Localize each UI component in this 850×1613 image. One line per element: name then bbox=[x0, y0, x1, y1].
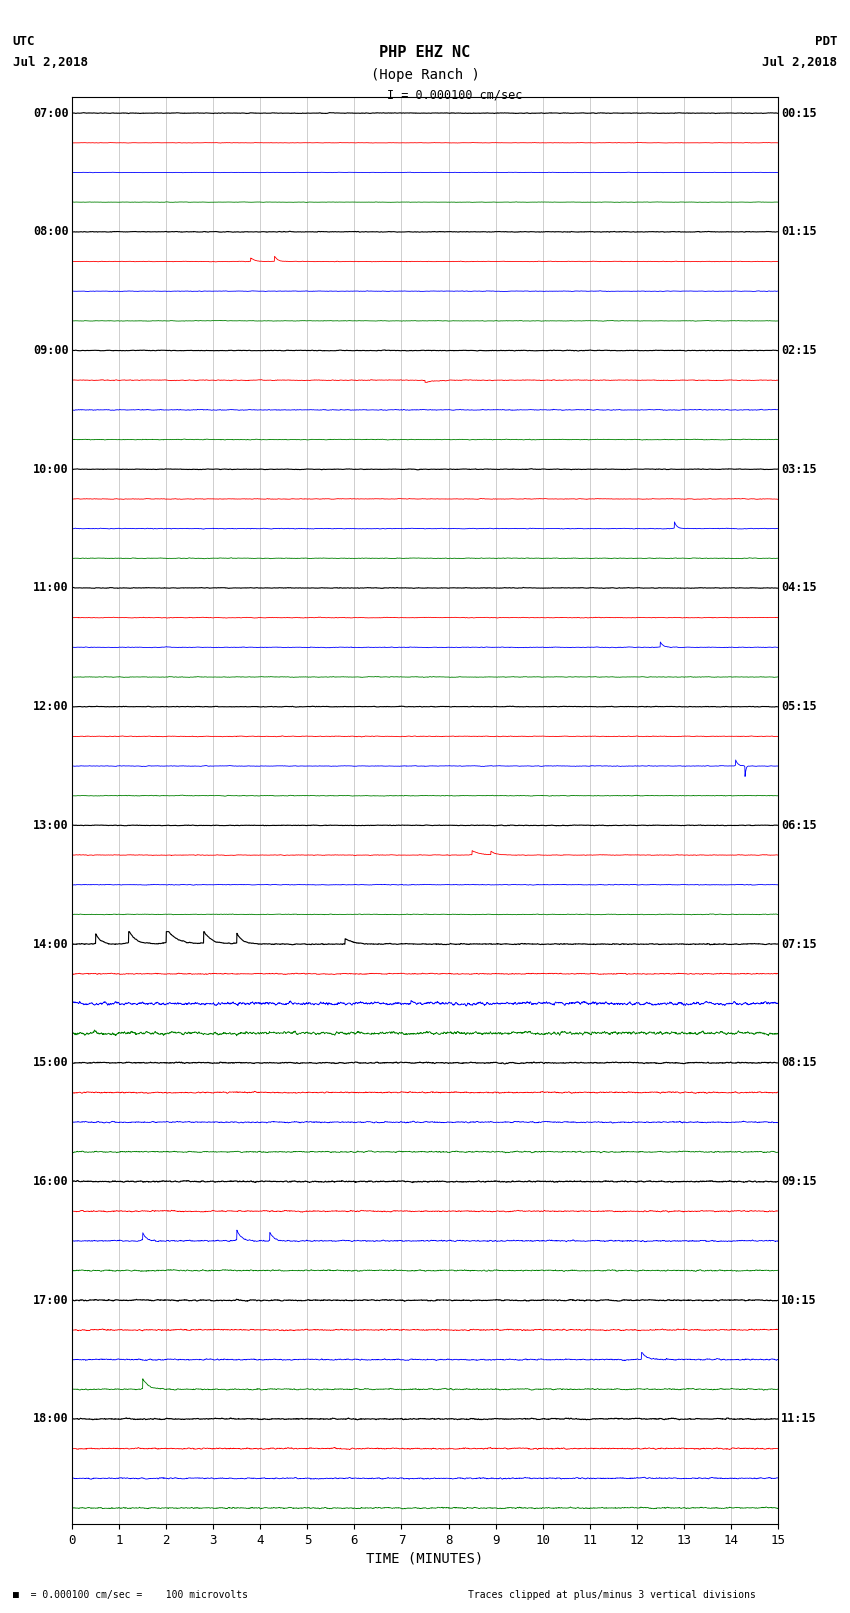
Text: 11:15: 11:15 bbox=[781, 1413, 817, 1426]
Text: 09:00: 09:00 bbox=[33, 344, 69, 356]
Text: 18:00: 18:00 bbox=[33, 1413, 69, 1426]
Text: 01:15: 01:15 bbox=[781, 226, 817, 239]
Text: 07:15: 07:15 bbox=[781, 937, 817, 950]
Text: 06:15: 06:15 bbox=[781, 819, 817, 832]
Text: Jul 2,2018: Jul 2,2018 bbox=[13, 56, 88, 69]
Text: 00:15: 00:15 bbox=[781, 106, 817, 119]
Text: 16:00: 16:00 bbox=[33, 1174, 69, 1189]
Text: 17:00: 17:00 bbox=[33, 1294, 69, 1307]
Text: 09:15: 09:15 bbox=[781, 1174, 817, 1189]
Text: (Hope Ranch ): (Hope Ranch ) bbox=[371, 68, 479, 82]
Text: I = 0.000100 cm/sec: I = 0.000100 cm/sec bbox=[387, 89, 522, 102]
Text: 03:15: 03:15 bbox=[781, 463, 817, 476]
X-axis label: TIME (MINUTES): TIME (MINUTES) bbox=[366, 1552, 484, 1565]
Text: Jul 2,2018: Jul 2,2018 bbox=[762, 56, 837, 69]
Text: 08:00: 08:00 bbox=[33, 226, 69, 239]
Text: 04:15: 04:15 bbox=[781, 581, 817, 595]
Text: PDT: PDT bbox=[815, 35, 837, 48]
Text: 08:15: 08:15 bbox=[781, 1057, 817, 1069]
Text: Traces clipped at plus/minus 3 vertical divisions: Traces clipped at plus/minus 3 vertical … bbox=[468, 1590, 756, 1600]
Text: 05:15: 05:15 bbox=[781, 700, 817, 713]
Text: UTC: UTC bbox=[13, 35, 35, 48]
Text: 07:00: 07:00 bbox=[33, 106, 69, 119]
Text: 10:15: 10:15 bbox=[781, 1294, 817, 1307]
Text: 15:00: 15:00 bbox=[33, 1057, 69, 1069]
Text: 02:15: 02:15 bbox=[781, 344, 817, 356]
Text: ■  = 0.000100 cm/sec =    100 microvolts: ■ = 0.000100 cm/sec = 100 microvolts bbox=[13, 1590, 247, 1600]
Text: 14:00: 14:00 bbox=[33, 937, 69, 950]
Text: 12:00: 12:00 bbox=[33, 700, 69, 713]
Text: 10:00: 10:00 bbox=[33, 463, 69, 476]
Text: 11:00: 11:00 bbox=[33, 581, 69, 595]
Text: 13:00: 13:00 bbox=[33, 819, 69, 832]
Text: PHP EHZ NC: PHP EHZ NC bbox=[379, 45, 471, 60]
